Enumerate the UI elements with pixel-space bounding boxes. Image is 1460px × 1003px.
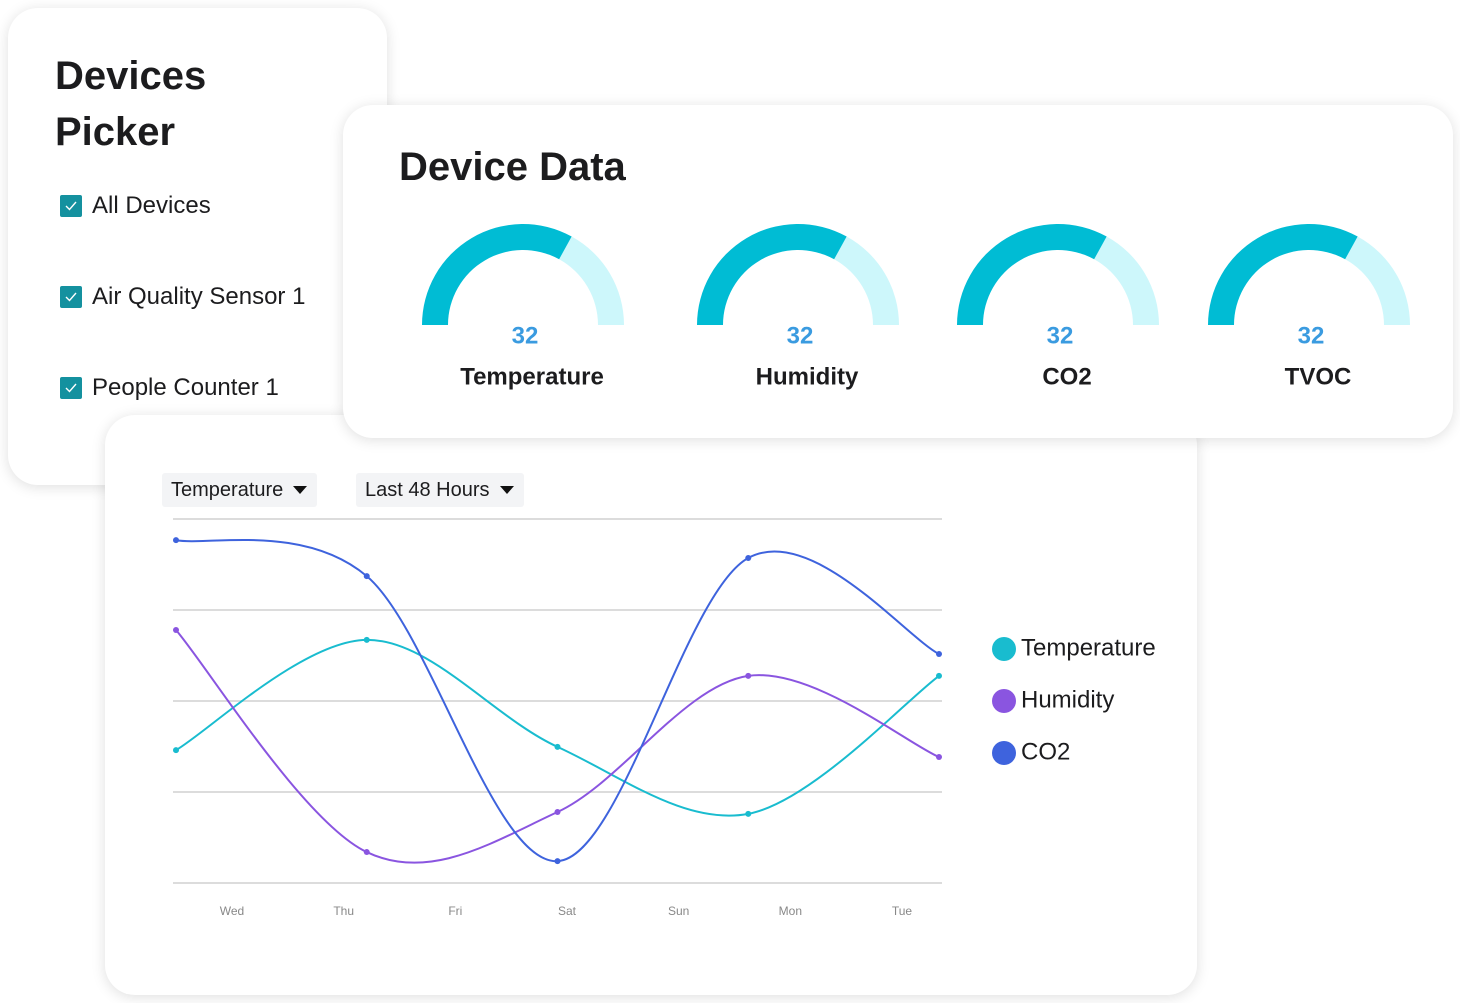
chart-card: Temperature Last 48 Hours Wed Thu Fri Sat Su…	[105, 415, 1197, 995]
legend-swatch	[992, 637, 1016, 661]
x-tick-label: Wed	[220, 904, 244, 918]
x-tick-label: Sun	[668, 904, 689, 918]
check	[65, 383, 77, 393]
checkbox[interactable]	[60, 377, 82, 399]
data-point	[936, 754, 942, 761]
device-label: Air Quality Sensor 1	[92, 283, 306, 310]
x-tick-label: Thu	[333, 904, 354, 918]
data-point	[363, 573, 370, 580]
series-line	[175, 538, 940, 863]
gauge-track	[1094, 236, 1159, 325]
gauge-value: 32	[787, 322, 814, 349]
data-point	[173, 747, 179, 754]
gauge-label: Humidity	[756, 363, 859, 390]
devices-picker-card: Devices Picker All Devices Air Quality Se…	[8, 8, 387, 485]
legend-swatch	[992, 741, 1016, 765]
series-line	[175, 638, 940, 817]
legend-label: Humidity	[1021, 686, 1114, 713]
device-option[interactable]: People Counter 1	[60, 374, 279, 401]
gauge-label: CO2	[1042, 363, 1091, 390]
gauges: 32 Temperature 32 Humidity 32 CO2 32 TVOC	[422, 223, 1410, 390]
gauge-label: TVOC	[1285, 363, 1352, 390]
gauge-fill	[957, 224, 1107, 325]
dropdown-text: Last 48 Hours	[365, 478, 490, 501]
data-point	[173, 627, 179, 634]
line-chart: Wed Thu Fri Sat Sun Mon Tue Temperature Humidity…	[173, 518, 1156, 918]
x-tick-label: Sat	[558, 904, 577, 918]
gauge-track	[834, 236, 899, 325]
data-point	[936, 672, 942, 679]
data-title: Device Data	[399, 145, 626, 189]
checkbox[interactable]	[60, 286, 82, 308]
legend-label: Temperature	[1021, 634, 1156, 661]
gauge-track	[1345, 236, 1410, 325]
picker-title: Devices Picker	[55, 54, 207, 154]
gauge-label: Temperature	[460, 363, 604, 390]
device-label: All Devices	[92, 192, 211, 219]
data-point	[363, 636, 370, 643]
gauge-fill	[422, 224, 572, 325]
gauge-fill	[697, 223, 847, 325]
gauge-track	[559, 236, 624, 325]
legend-swatch	[992, 689, 1016, 713]
device-option[interactable]: All Devices	[60, 192, 211, 219]
device-option[interactable]: Air Quality Sensor 1	[60, 283, 306, 310]
range-dropdown[interactable]: Last 48 Hours	[356, 473, 524, 507]
gauge-value: 32	[512, 322, 539, 349]
device-label: People Counter 1	[92, 374, 279, 401]
data-point	[173, 537, 179, 544]
x-tick-label: Fri	[448, 904, 462, 918]
gauge-value: 32	[1298, 322, 1325, 349]
metric-dropdown[interactable]: Temperature	[162, 473, 318, 507]
gauge-value: 32	[1047, 322, 1074, 349]
dropdown-text: Temperature	[171, 478, 284, 501]
data-point	[745, 554, 752, 561]
gauge-fill	[1208, 223, 1358, 325]
data-point	[554, 809, 561, 816]
check	[65, 292, 77, 302]
data-point	[363, 849, 370, 856]
x-tick-label: Tue	[892, 904, 913, 918]
checkbox[interactable]	[60, 195, 82, 217]
data-point	[745, 672, 752, 679]
data-point	[554, 858, 561, 865]
check	[65, 201, 77, 211]
dropdown-arrow	[293, 486, 308, 494]
x-tick-label: Mon	[779, 904, 802, 918]
data-point	[554, 743, 561, 750]
dropdown-arrow	[499, 486, 514, 494]
device-data-card: Device Data 32 Temperature 32 Humidity 32 CO2…	[343, 105, 1453, 438]
legend-label: CO2	[1021, 738, 1070, 765]
data-point	[936, 651, 942, 658]
data-point	[745, 810, 752, 817]
